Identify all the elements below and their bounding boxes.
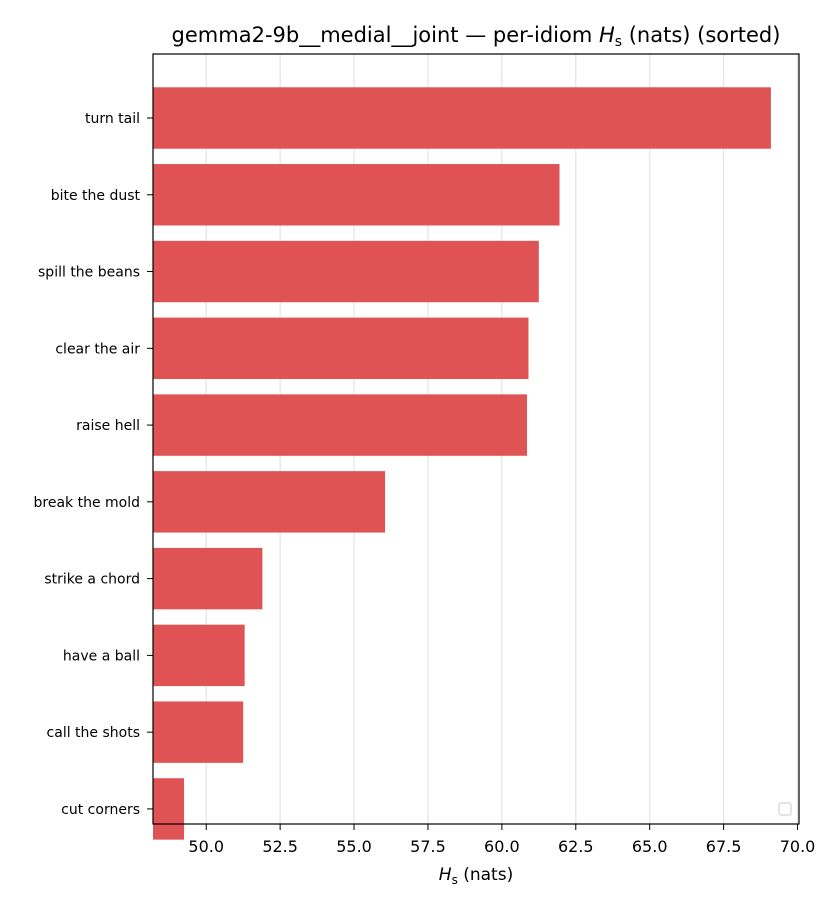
bar: [153, 164, 560, 226]
x-tick-label: 70.0: [780, 837, 816, 856]
bar: [153, 87, 771, 149]
plot-frame: [152, 53, 800, 825]
bar: [153, 394, 527, 456]
title-subscript: s: [615, 34, 622, 50]
title-prefix: gemma2-9b__medial__joint — per-idiom: [172, 23, 599, 48]
x-tick-label: 65.0: [632, 837, 668, 856]
bar: [153, 240, 539, 303]
y-tick-label: spill the beans: [38, 265, 140, 281]
xlabel-subscript: s: [452, 873, 458, 887]
x-tick-label: 60.0: [484, 837, 520, 856]
x-tick-label: 55.0: [336, 837, 372, 856]
bar: [153, 701, 244, 763]
y-tick-label: have a ball: [63, 648, 140, 664]
x-tick-label: 50.0: [188, 837, 224, 856]
chart-title: gemma2-9b__medial__joint — per-idiom Hs …: [172, 23, 781, 50]
y-tick-label: break the mold: [34, 495, 141, 511]
y-tick-label: turn tail: [85, 111, 140, 127]
x-axis-label: Hs (nats): [439, 865, 513, 887]
bar: [153, 471, 386, 533]
title-suffix: (nats) (sorted): [622, 23, 780, 47]
y-tick-label: bite the dust: [51, 188, 141, 204]
y-tick-label: raise hell: [76, 418, 140, 434]
x-tick-label: 52.5: [262, 837, 298, 856]
legend-box: [778, 802, 792, 816]
title-symbol: H: [599, 23, 615, 47]
y-tick-label: call the shots: [47, 725, 140, 741]
x-tick-label: 57.5: [410, 837, 446, 856]
x-tick-label: 62.5: [558, 837, 594, 856]
y-tick-label: cut corners: [61, 802, 140, 818]
x-tick-label: 67.5: [706, 837, 742, 856]
ticks: 50.0 52.5 55.0 57.5 60.0 62.5 65.0 67.5 70.0 turn…: [34, 111, 816, 856]
bar: [153, 624, 245, 687]
y-tick-label: clear the air: [55, 341, 140, 357]
bar: [153, 778, 185, 840]
y-tick-label: strike a chord: [44, 572, 140, 588]
bar: [153, 317, 529, 380]
xlabel-suffix: (nats): [458, 865, 513, 885]
xlabel-symbol: H: [439, 865, 452, 885]
bars: [153, 87, 771, 840]
bar: [153, 547, 263, 610]
